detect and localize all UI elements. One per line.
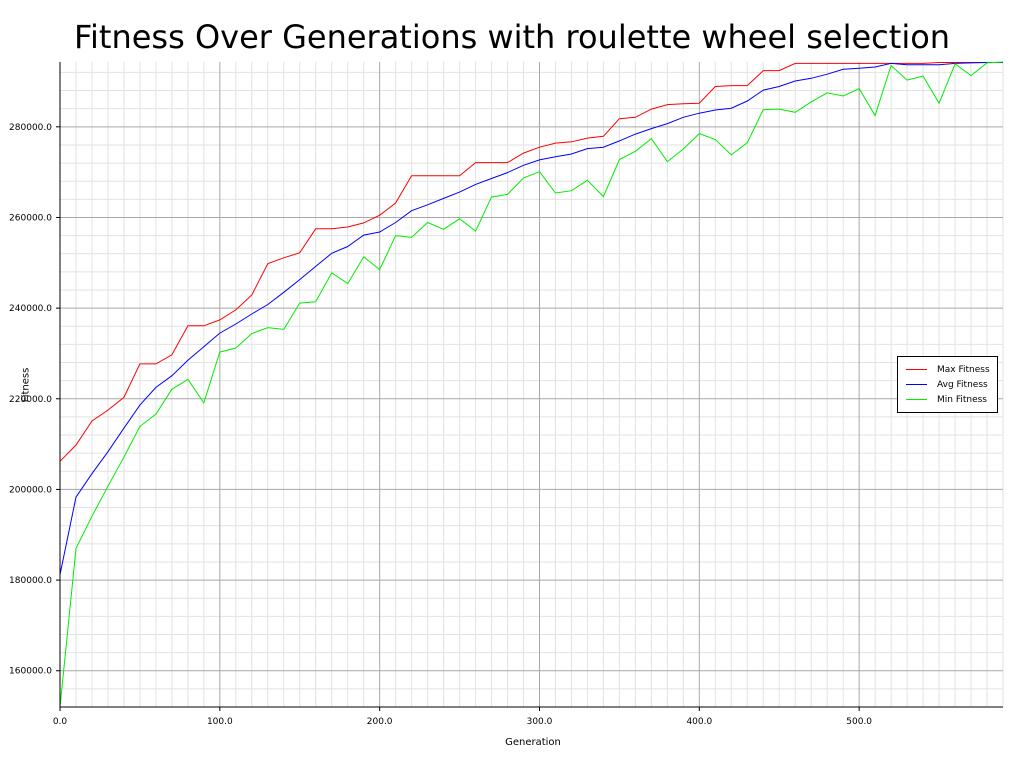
major-grid bbox=[60, 62, 1003, 707]
legend-label-max: Max Fitness bbox=[937, 364, 990, 375]
series-line-avg-fitness bbox=[59, 62, 1003, 575]
minor-grid bbox=[60, 62, 1004, 708]
legend-item-min: Min Fitness bbox=[898, 392, 997, 407]
x-tick-label: 200.0 bbox=[367, 717, 393, 727]
x-axis-label: Generation bbox=[505, 737, 561, 748]
y-tick-label: 260000.0 bbox=[9, 213, 52, 223]
y-axis-label: Fitness bbox=[20, 367, 32, 403]
x-tick-label: 500.0 bbox=[846, 717, 872, 727]
legend-item-max: Max Fitness bbox=[898, 362, 997, 377]
series-line-max-fitness bbox=[59, 62, 1003, 462]
series-layer bbox=[59, 61, 1004, 708]
legend-label-min: Min Fitness bbox=[937, 394, 988, 405]
y-tick-label: 180000.0 bbox=[9, 576, 52, 586]
legend-label-avg: Avg Fitness bbox=[937, 379, 988, 390]
x-tick-label: 100.0 bbox=[207, 717, 233, 727]
legend-swatch-max bbox=[906, 369, 927, 370]
series-line-min-fitness bbox=[59, 61, 1004, 708]
legend-swatch-min bbox=[906, 399, 927, 400]
x-tick-label: 400.0 bbox=[686, 717, 712, 727]
tick-layer: 0.0 100.0 200.0 300.0 400.0 500.0 160000.0 1800… bbox=[9, 123, 872, 727]
axes-layer bbox=[59, 62, 1003, 708]
legend-item-avg: Avg Fitness bbox=[898, 377, 997, 392]
legend-swatch-avg bbox=[906, 384, 927, 385]
x-tick-label: 300.0 bbox=[527, 717, 553, 727]
y-tick-label: 240000.0 bbox=[9, 304, 52, 314]
x-tick-label: 0.0 bbox=[53, 717, 68, 727]
y-tick-label: 160000.0 bbox=[9, 667, 52, 677]
y-tick-label: 200000.0 bbox=[9, 485, 52, 495]
legend: Max Fitness Avg Fitness Min Fitness bbox=[897, 356, 998, 413]
y-tick-label: 280000.0 bbox=[9, 123, 52, 133]
chart-title: Fitness Over Generations with roulette w… bbox=[73, 18, 951, 56]
y-tick-label: 220000.0 bbox=[9, 395, 52, 405]
